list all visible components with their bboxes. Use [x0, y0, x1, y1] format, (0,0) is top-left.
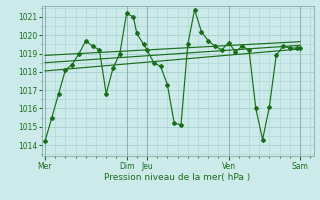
X-axis label: Pression niveau de la mer( hPa ): Pression niveau de la mer( hPa ) — [104, 173, 251, 182]
